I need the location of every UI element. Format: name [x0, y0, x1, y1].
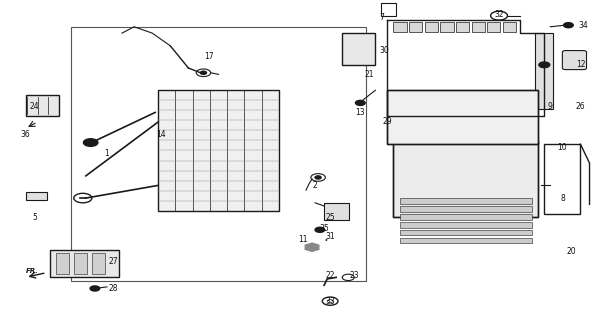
Bar — [342, 33, 375, 65]
Bar — [471, 22, 485, 32]
Text: 11: 11 — [298, 235, 308, 244]
Bar — [399, 230, 532, 236]
Bar — [535, 33, 553, 109]
Text: 22: 22 — [325, 271, 335, 280]
Bar — [441, 22, 454, 32]
Text: 36: 36 — [21, 130, 30, 139]
Text: 23: 23 — [350, 271, 359, 280]
Circle shape — [90, 286, 100, 291]
Text: 27: 27 — [108, 257, 118, 266]
Bar — [544, 144, 581, 214]
Text: 2: 2 — [313, 181, 318, 190]
Bar — [456, 22, 469, 32]
Text: 1: 1 — [105, 149, 109, 158]
Text: 30: 30 — [379, 46, 389, 55]
Bar — [399, 198, 532, 204]
Bar — [399, 214, 532, 220]
Bar — [387, 90, 538, 144]
Text: 24: 24 — [30, 101, 39, 111]
Bar — [503, 22, 516, 32]
Bar — [71, 27, 367, 281]
Circle shape — [315, 176, 321, 179]
Circle shape — [201, 71, 207, 74]
Bar — [324, 203, 350, 220]
Bar — [393, 141, 538, 217]
Bar — [56, 252, 69, 274]
Bar — [399, 238, 532, 244]
Circle shape — [84, 139, 98, 146]
Bar — [387, 90, 538, 144]
Text: 31: 31 — [325, 232, 335, 241]
Text: 17: 17 — [205, 52, 215, 61]
Text: 5: 5 — [32, 212, 37, 221]
Bar — [393, 141, 538, 217]
Bar — [92, 252, 105, 274]
Bar — [393, 22, 407, 32]
Text: 25: 25 — [325, 212, 335, 221]
Bar — [158, 90, 279, 211]
Text: 32: 32 — [494, 10, 504, 19]
Text: 20: 20 — [567, 247, 576, 257]
Circle shape — [564, 23, 573, 28]
Text: 29: 29 — [382, 117, 392, 126]
Text: 35: 35 — [319, 224, 329, 233]
Text: 14: 14 — [156, 130, 166, 139]
Text: 13: 13 — [356, 108, 365, 117]
Bar — [25, 192, 47, 200]
Bar — [25, 95, 59, 116]
FancyBboxPatch shape — [562, 51, 587, 69]
Circle shape — [356, 100, 365, 105]
Bar — [399, 206, 532, 212]
Bar — [409, 22, 422, 32]
Text: 7: 7 — [379, 13, 384, 22]
Text: 28: 28 — [108, 284, 118, 293]
Text: 21: 21 — [365, 70, 374, 79]
Bar — [487, 22, 501, 32]
Text: 26: 26 — [576, 101, 585, 111]
Circle shape — [315, 227, 325, 232]
Text: 34: 34 — [579, 21, 588, 30]
Text: 9: 9 — [548, 101, 553, 111]
Bar — [399, 222, 532, 228]
Text: 12: 12 — [576, 60, 585, 69]
Text: 10: 10 — [558, 143, 567, 152]
Bar — [74, 252, 87, 274]
Text: 8: 8 — [560, 194, 565, 203]
Circle shape — [539, 62, 550, 68]
Text: 33: 33 — [325, 297, 335, 306]
Bar — [381, 3, 396, 16]
Text: FR.: FR. — [25, 268, 38, 274]
Bar — [425, 22, 438, 32]
Bar — [50, 251, 119, 277]
